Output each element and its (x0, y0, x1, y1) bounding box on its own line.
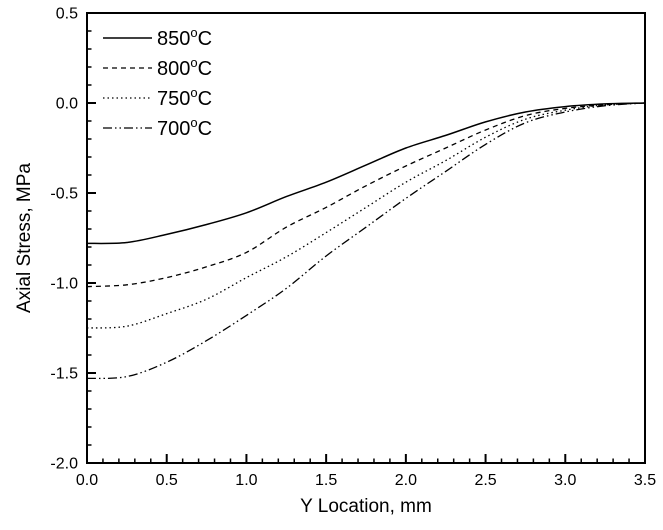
x-tick-label: 2.5 (474, 472, 496, 489)
y-tick-label: 0.5 (56, 6, 78, 23)
series-line-700C (86, 102, 646, 380)
y-axis-title: Axial Stress, MPa (14, 163, 35, 313)
legend-label-750C: 750oC (157, 85, 212, 110)
y-tick-label: -0.5 (50, 186, 78, 203)
y-tick-label: -1.5 (50, 366, 78, 383)
x-tick-label: 0.5 (156, 472, 178, 489)
x-axis-title: Y Location, mm (300, 496, 432, 517)
x-tick-label: 2.0 (395, 472, 417, 489)
plot-box (86, 12, 646, 464)
x-tick-label: 1.0 (235, 472, 257, 489)
legend-label-850C: 850oC (157, 25, 212, 50)
x-tick-label: 1.5 (315, 472, 337, 489)
x-tick-label: 3.0 (554, 472, 576, 489)
y-tick-label: 0.0 (56, 96, 78, 113)
y-tick-label: -2.0 (50, 456, 78, 473)
series-line-850C (86, 102, 646, 245)
legend-label-800C: 800oC (157, 55, 212, 80)
y-tick-label: -1.0 (50, 276, 78, 293)
x-tick-label: 0.0 (76, 472, 98, 489)
legend-label-700C: 700oC (157, 115, 212, 140)
x-tick-label: 3.5 (634, 472, 656, 489)
series-line-800C (86, 102, 646, 288)
